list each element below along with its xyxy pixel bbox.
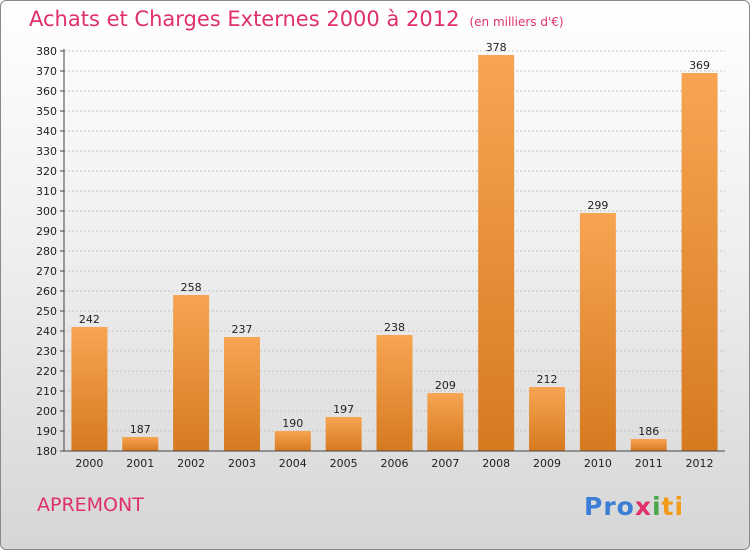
bar-2001 — [122, 437, 159, 451]
y-tick-label: 300 — [36, 205, 57, 218]
data-label-2000: 242 — [79, 313, 100, 326]
x-tick-label: 2008 — [482, 457, 510, 470]
bar-2012 — [681, 73, 718, 451]
x-tick-label: 2003 — [228, 457, 256, 470]
x-tick-label: 2005 — [330, 457, 358, 470]
y-tick-label: 280 — [36, 245, 57, 258]
y-tick-label: 310 — [36, 185, 57, 198]
x-tick-label: 2010 — [584, 457, 612, 470]
bar-2010 — [579, 213, 616, 451]
x-tick-label: 2011 — [635, 457, 663, 470]
y-tick-label: 340 — [36, 125, 57, 138]
x-tick-label: 2007 — [431, 457, 459, 470]
y-tick-label: 290 — [36, 225, 57, 238]
x-tick-label: 2000 — [75, 457, 103, 470]
bar-2002 — [173, 295, 210, 451]
y-tick-label: 270 — [36, 265, 57, 278]
y-tick-label: 230 — [36, 345, 57, 358]
x-tick-label: 2012 — [686, 457, 714, 470]
data-label-2009: 212 — [537, 373, 558, 386]
data-label-2010: 299 — [587, 199, 608, 212]
y-tick-label: 180 — [36, 445, 57, 458]
x-tick-label: 2006 — [381, 457, 409, 470]
bar-2008 — [478, 55, 515, 451]
bar-2005 — [325, 417, 362, 451]
y-tick-label: 220 — [36, 365, 57, 378]
bar-2009 — [529, 387, 566, 451]
bar-2000 — [71, 327, 108, 451]
y-tick-label: 210 — [36, 385, 57, 398]
y-tick-label: 360 — [36, 85, 57, 98]
y-tick-label: 350 — [36, 105, 57, 118]
y-axis: 180 190 200 210 220 230 240 250 260 270 280 290 300 3… — [36, 45, 65, 458]
data-label-2001: 187 — [130, 423, 151, 436]
bars: 242 187 258 237 190 197 238 209 378 212 299 186 369 — [71, 41, 718, 451]
data-label-2002: 258 — [181, 281, 202, 294]
y-tick-label: 240 — [36, 325, 57, 338]
y-tick-label: 330 — [36, 145, 57, 158]
bar-2007 — [427, 393, 464, 451]
x-tick-label: 2004 — [279, 457, 307, 470]
y-tick-label: 370 — [36, 65, 57, 78]
y-tick-label: 320 — [36, 165, 57, 178]
data-label-2003: 237 — [231, 323, 252, 336]
data-label-2005: 197 — [333, 403, 354, 416]
place-name: APREMONT — [37, 494, 144, 516]
y-tick-label: 250 — [36, 305, 57, 318]
y-tick-label: 260 — [36, 285, 57, 298]
x-tick-label: 2009 — [533, 457, 561, 470]
proxiti-logo: Proxiti — [584, 492, 685, 521]
x-tick-label: 2002 — [177, 457, 205, 470]
data-label-2006: 238 — [384, 321, 405, 334]
data-label-2012: 369 — [689, 59, 710, 72]
data-label-2008: 378 — [486, 41, 507, 54]
y-tick-label: 190 — [36, 425, 57, 438]
bar-2011 — [630, 439, 667, 451]
unit-text: (en milliers d'€) — [469, 15, 564, 29]
data-label-2007: 209 — [435, 379, 456, 392]
x-axis: 2000 2001 2002 2003 2004 2005 2006 2007 2008 2009… — [64, 450, 725, 470]
bar-2003 — [223, 337, 260, 451]
x-tick-label: 2001 — [126, 457, 154, 470]
bar-2006 — [376, 335, 413, 451]
title-text: Achats et Charges Externes 2000 à 2012 — [29, 7, 460, 31]
data-label-2011: 186 — [638, 425, 659, 438]
bar-2004 — [274, 431, 311, 451]
chart-title: Achats et Charges Externes 2000 à 2012 (e… — [29, 7, 564, 31]
data-label-2004: 190 — [282, 417, 303, 430]
y-tick-label: 200 — [36, 405, 57, 418]
y-tick-label: 380 — [36, 45, 57, 58]
